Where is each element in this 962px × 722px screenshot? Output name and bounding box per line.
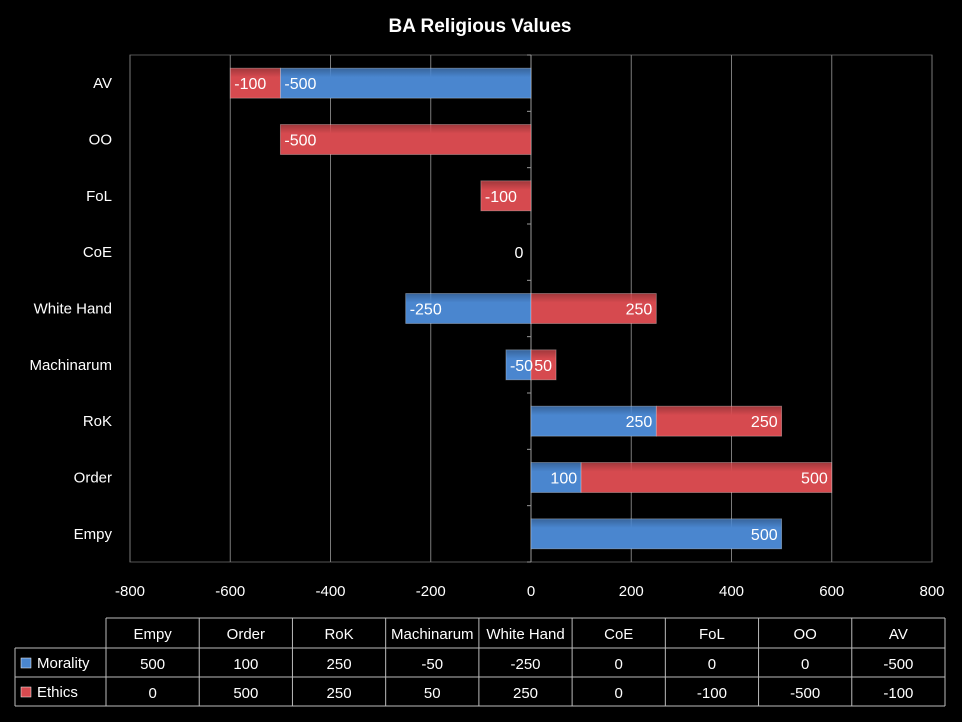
y-tick-label: AV: [93, 75, 112, 92]
table-header-cell: FoL: [699, 626, 725, 643]
table-cell: 0: [615, 685, 623, 702]
y-tick-label: FoL: [86, 188, 112, 205]
y-tick-label: Empy: [74, 526, 113, 543]
y-tick-label: RoK: [83, 413, 112, 430]
bar-morality-white-hand: [405, 293, 532, 324]
x-tick-label: 400: [719, 583, 744, 600]
bar-ethics-av: [229, 67, 281, 99]
bar-morality-empy: [530, 518, 783, 550]
table-header-cell: CoE: [604, 626, 633, 643]
table-header-cell: Empy: [133, 626, 172, 643]
data-label: 500: [801, 471, 828, 488]
y-tick-label: OO: [89, 132, 112, 149]
x-tick-label: -200: [416, 583, 446, 600]
table-header-cell: White Hand: [486, 626, 564, 643]
table-cell: 0: [708, 656, 716, 673]
bar-ethics-order: [580, 462, 833, 493]
table-cell: -500: [883, 656, 913, 673]
x-tick-label: 600: [819, 583, 844, 600]
legend-label: Morality: [37, 655, 90, 672]
table-cell: 500: [140, 656, 165, 673]
table-header-cell: RoK: [324, 626, 353, 643]
x-tick-label: 800: [919, 583, 944, 600]
table-cell: -100: [883, 685, 913, 702]
legend-key-morality: [20, 657, 32, 669]
y-tick-label: Machinarum: [29, 357, 112, 374]
table-cell: 0: [148, 685, 156, 702]
table-header-cell: OO: [793, 626, 816, 643]
data-label: -100: [485, 189, 517, 206]
bar-morality-order: [530, 462, 582, 493]
x-tick-label: 0: [527, 583, 535, 600]
data-label: 500: [751, 527, 778, 544]
data-label: 0: [515, 245, 524, 262]
table-cell: 250: [327, 656, 352, 673]
table-cell: 250: [513, 685, 538, 702]
bar-morality-av: [279, 67, 532, 99]
table-header-cell: Machinarum: [391, 626, 474, 643]
table-cell: 250: [327, 685, 352, 702]
bar-morality-rok: [530, 405, 657, 437]
table-cell: -50: [421, 656, 443, 673]
data-label: 250: [751, 414, 778, 431]
y-tick-label: Order: [74, 470, 112, 487]
legend-label: Ethics: [37, 684, 78, 701]
bar-morality-machinarum: [505, 349, 532, 381]
data-label: -100: [234, 76, 266, 93]
bar-ethics-white-hand: [530, 293, 657, 324]
x-tick-label: -600: [215, 583, 245, 600]
table-cell: 50: [424, 685, 441, 702]
legend-key-ethics: [20, 686, 32, 698]
table-cell: 100: [233, 656, 258, 673]
bar-ethics-fol: [480, 180, 532, 212]
y-tick-label: White Hand: [34, 301, 112, 318]
chart-title: BA Religious Values: [388, 16, 571, 37]
table-cell: 0: [801, 656, 809, 673]
data-label: -500: [284, 76, 316, 93]
data-labels: -100 -500 -500 -100 0 -250 250 -50 50 250 250 100 50…: [234, 76, 828, 544]
table-cell: -500: [790, 685, 820, 702]
table-cell: -250: [510, 656, 540, 673]
bar-ethics-oo: [279, 124, 532, 155]
table-header-cell: Order: [227, 626, 265, 643]
table-cell: 500: [233, 685, 258, 702]
data-label: -500: [284, 133, 316, 150]
data-label: -250: [410, 302, 442, 319]
data-table: Empy Order RoK Machinarum White Hand CoE FoL OO…: [14, 617, 946, 707]
bars: [229, 67, 833, 550]
data-label: 50: [534, 358, 552, 375]
x-tick-label: -800: [115, 583, 145, 600]
table-cell: -100: [697, 685, 727, 702]
y-tick-label: CoE: [83, 244, 112, 261]
data-label: 250: [626, 302, 653, 319]
table-header-cell: AV: [889, 626, 908, 643]
data-label: -50: [510, 358, 533, 375]
bar-ethics-rok: [655, 405, 783, 437]
x-tick-label: 200: [619, 583, 644, 600]
table-cell: 0: [615, 656, 623, 673]
data-label: 100: [550, 471, 577, 488]
bar-ethics-machinarum: [530, 349, 557, 381]
x-tick-label: -400: [315, 583, 345, 600]
data-label: 250: [626, 414, 653, 431]
